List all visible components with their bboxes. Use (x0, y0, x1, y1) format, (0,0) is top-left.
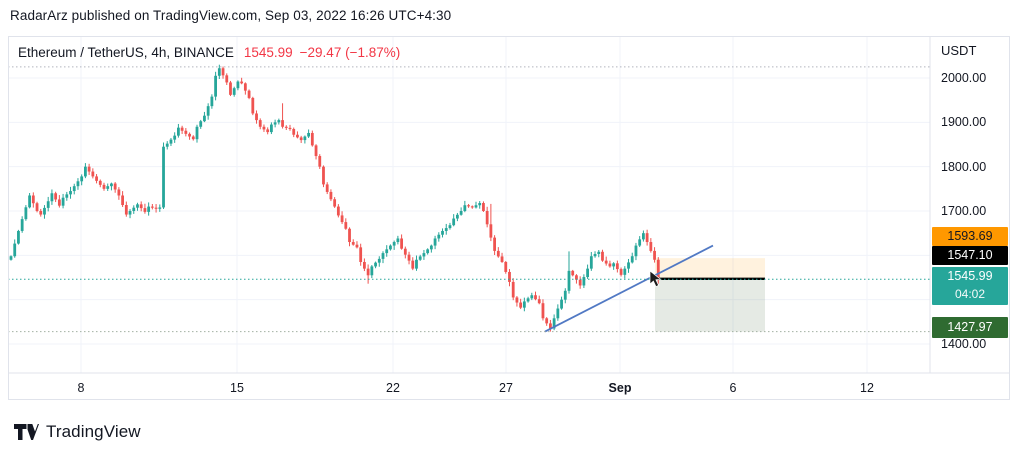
trendline[interactable] (544, 244, 714, 333)
last-price-text: 1545.99 (243, 45, 293, 60)
time-label: 27 (499, 381, 513, 395)
currency-label: USDT (941, 43, 977, 58)
bar-countdown: 04:02 (954, 287, 986, 301)
time-label: 12 (860, 381, 874, 395)
time-label: 22 (386, 381, 400, 395)
chart-frame (8, 36, 1010, 400)
entry-price-badge[interactable]: 1547.10 (932, 246, 1008, 265)
stop-price-badge[interactable]: 1427.97 (932, 317, 1008, 338)
time-axis[interactable]: 8 15 22 27 Sep 6 12 (8, 374, 930, 400)
target-price-badge[interactable]: 1593.69 (932, 227, 1008, 246)
price-tick: 1800.00 (941, 159, 987, 174)
last-price-badge[interactable]: 1545.99 04:02 (932, 267, 1008, 305)
chart-title[interactable]: Ethereum / TetherUS, 4h, BINANCE 1545.99−… (18, 45, 400, 60)
last-price-value: 1545.99 (947, 269, 993, 283)
grid-layer (8, 36, 930, 373)
time-label: 8 (77, 381, 85, 395)
candles-layer[interactable] (9, 64, 660, 332)
stop-zone[interactable] (655, 278, 765, 332)
tradingview-logo-icon (14, 424, 39, 440)
tradingview-wordmark: TradingView (46, 422, 141, 441)
price-change-text: −29.47 (−1.87%) (299, 45, 401, 60)
mouse-cursor (649, 270, 662, 288)
price-tick: 2000.00 (941, 71, 987, 85)
profit-zone[interactable] (655, 258, 765, 279)
chart-canvas[interactable] (8, 36, 1010, 400)
time-label: Sep (608, 381, 632, 395)
symbol-title[interactable]: Ethereum / TetherUS, 4h, BINANCE (18, 45, 234, 60)
price-tick: 1400.00 (941, 337, 987, 351)
attribution-text: RadarArz published on TradingView.com, S… (10, 8, 452, 23)
time-label: 15 (230, 381, 244, 395)
price-tick: 1900.00 (941, 115, 987, 130)
time-label: 6 (729, 381, 737, 395)
footer-brand[interactable]: TradingView (14, 421, 141, 443)
price-tick: 1700.00 (941, 204, 987, 218)
position-tool[interactable] (655, 258, 765, 332)
price-axis[interactable]: USDT 2000.00 1900.00 1800.00 1700.00 140… (931, 36, 1023, 373)
